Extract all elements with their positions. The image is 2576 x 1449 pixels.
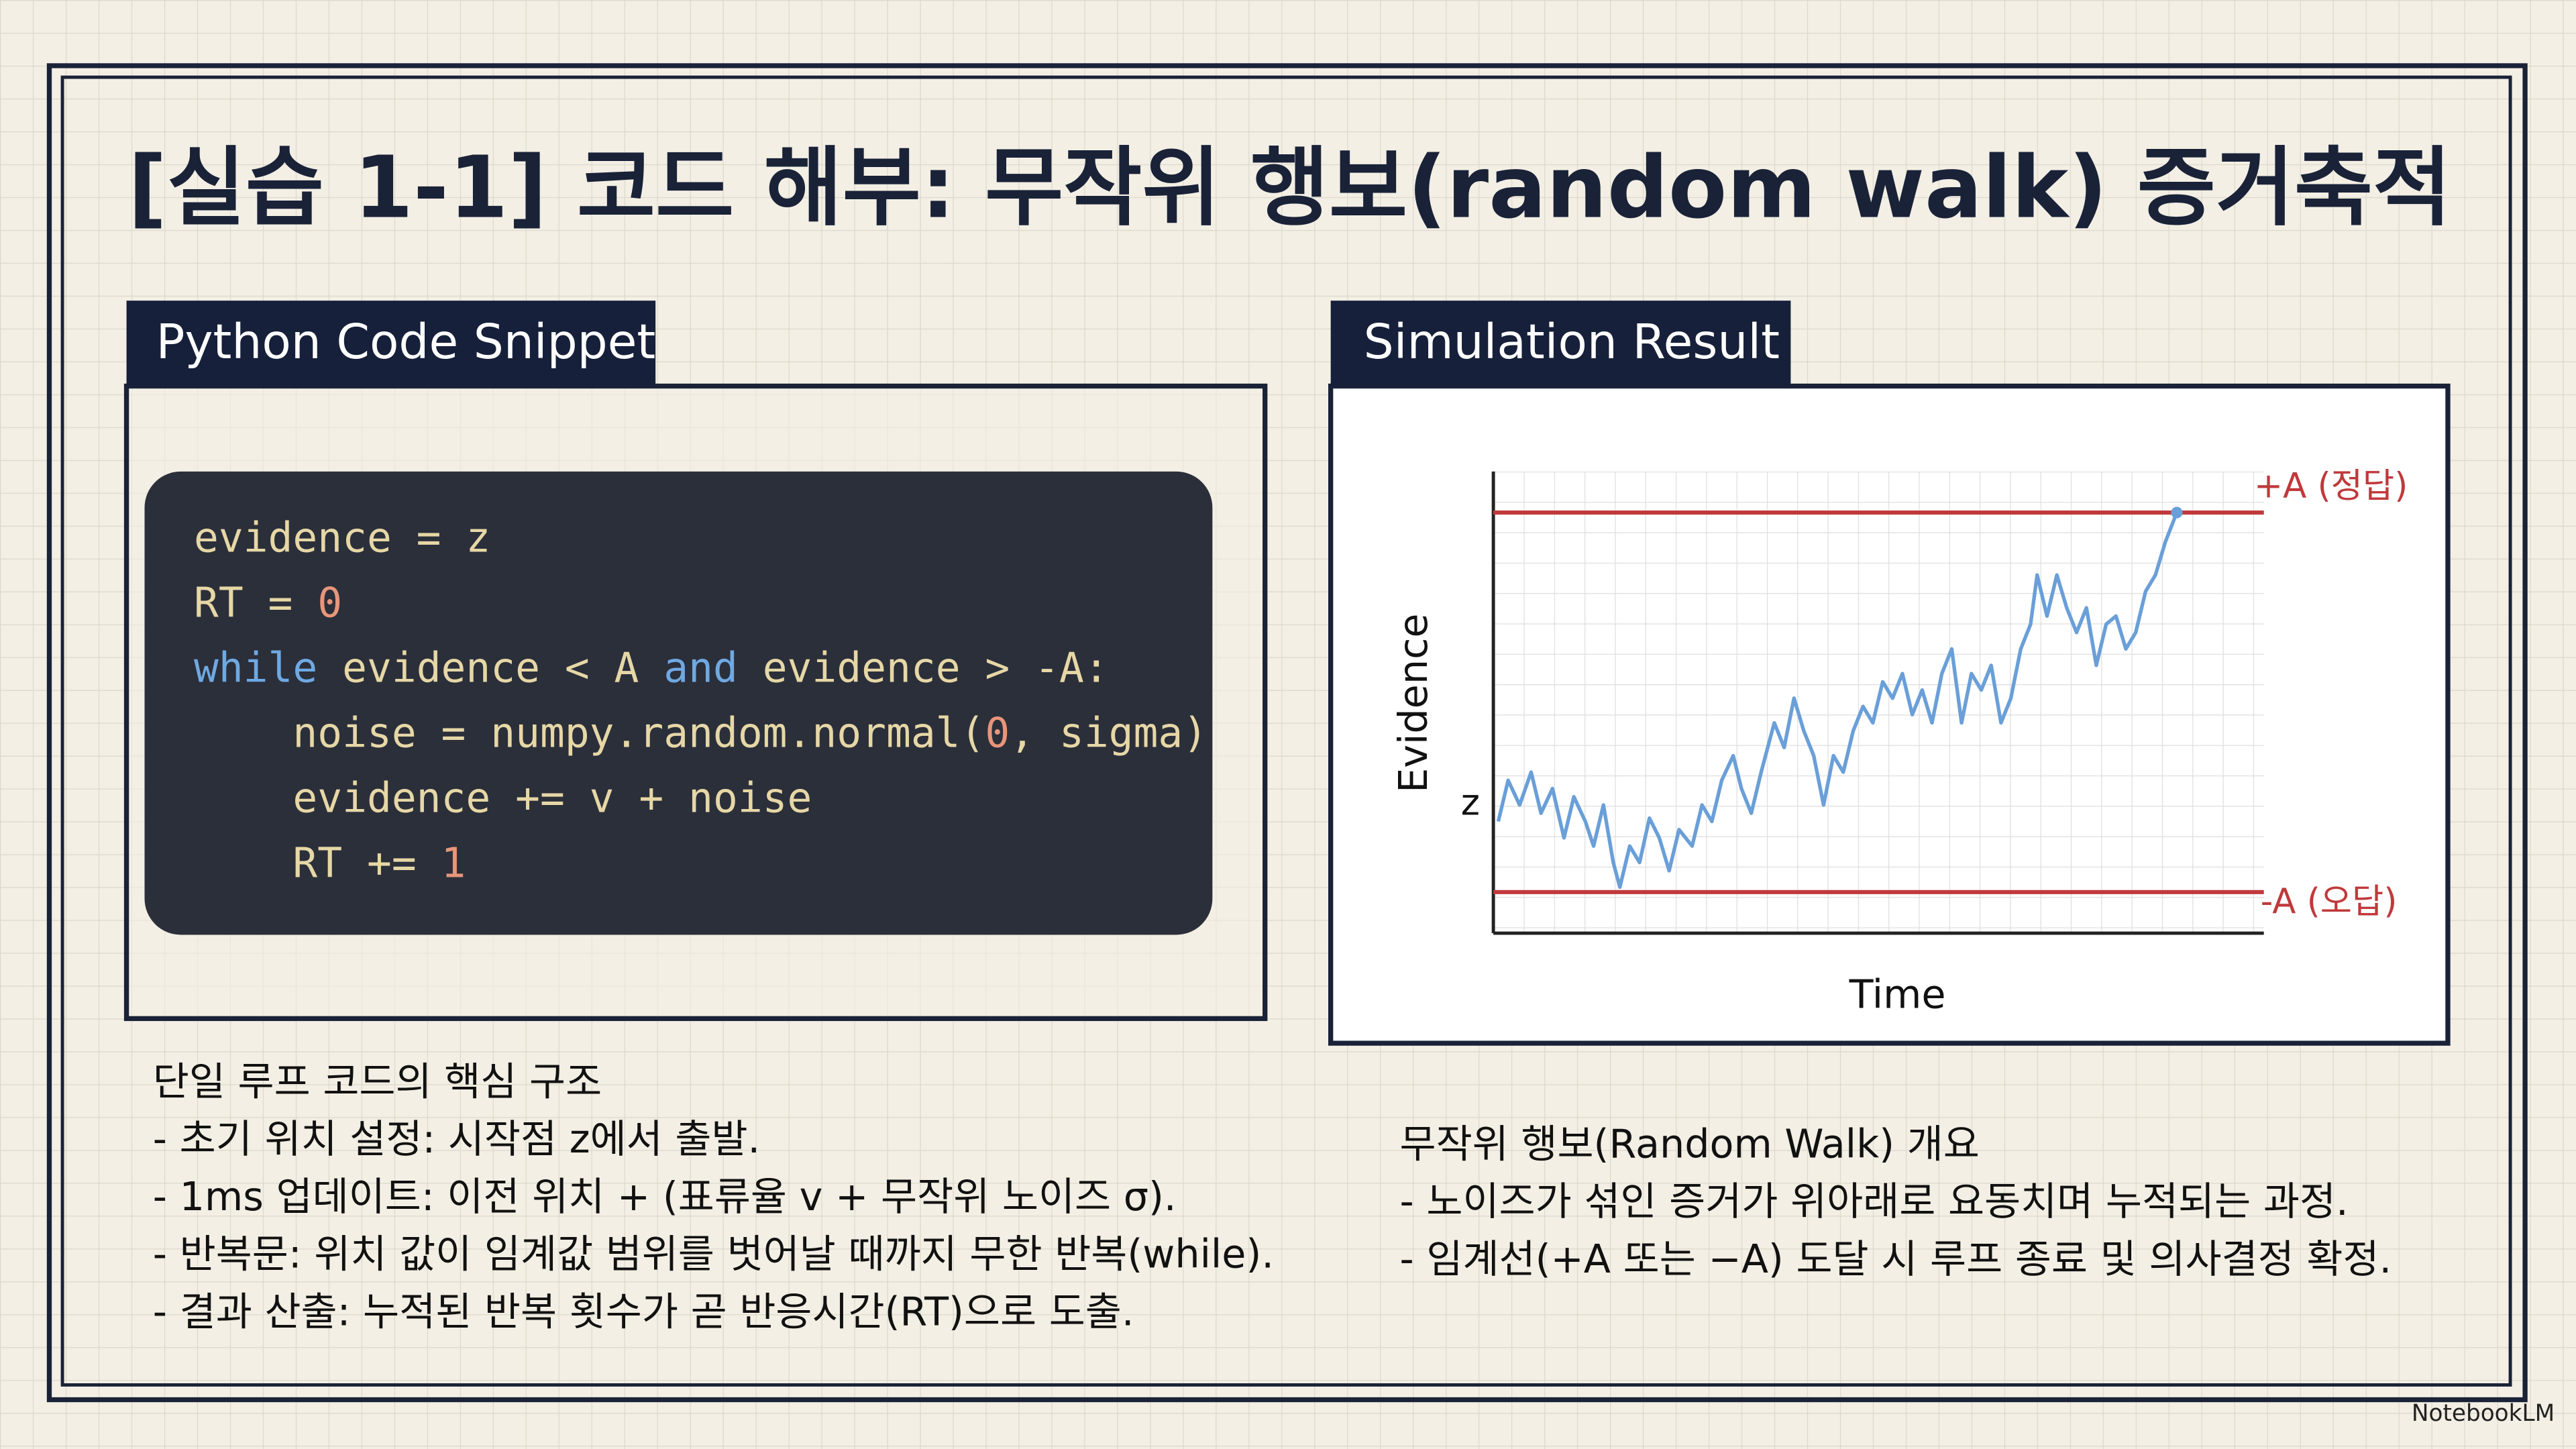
notes-item: - 임계선(+A 또는 −A) 도달 시 루프 종료 및 의사결정 확정. — [1400, 1236, 2392, 1282]
outer-border — [46, 63, 2528, 1403]
notes-item: - 결과 산출: 누적된 반복 횟수가 곧 반응시간(RT)으로 도출. — [153, 1288, 1134, 1334]
watermark: NotebookLM — [2412, 1400, 2555, 1427]
code-header-tab — [126, 301, 656, 386]
start-label: z — [1461, 782, 1480, 824]
random-walk — [1496, 512, 2179, 890]
notes-heading: 단일 루프 코드의 핵심 구조 — [153, 1058, 602, 1104]
code-line: while evidence < A and evidence > -A: — [194, 644, 1109, 692]
code-token: while — [194, 644, 317, 692]
upper-label: +A (정답) — [2254, 466, 2408, 506]
x-axis-label: Time — [1849, 971, 1946, 1018]
code-line: evidence = z — [194, 514, 490, 561]
code-line: RT += 1 — [194, 839, 466, 887]
code-token: 0 — [985, 709, 1010, 757]
notes-item: - 노이즈가 섞인 증거가 위아래로 요동치며 누적되는 과정. — [1400, 1178, 2349, 1224]
slide-title: [실습 1-1] 코드 해부: 무작위 행보(random walk) 증거축적 — [128, 139, 2452, 238]
sim-header: Simulation Result — [1364, 314, 1780, 370]
notes-item: - 초기 위치 설정: 시작점 z에서 출발. — [153, 1116, 760, 1162]
inner-border — [60, 75, 2512, 1387]
code-header: Python Code Snippet — [156, 314, 656, 370]
code-line: RT = 0 — [194, 579, 342, 627]
walk-end — [2171, 506, 2183, 519]
code-token: evidence < A — [317, 644, 663, 692]
code-token: evidence += v + noise — [194, 774, 812, 822]
code-token: noise = numpy.random.normal( — [194, 709, 985, 757]
code-box — [144, 471, 1213, 935]
code-token: , sigma) — [1010, 709, 1208, 757]
code-token: RT += — [194, 839, 441, 887]
code-token: RT = — [194, 579, 317, 627]
notes-item: - 1ms 업데이트: 이전 위치 + (표류율 v + 무작위 노이즈 σ). — [153, 1173, 1177, 1220]
y-axis-label: Evidence — [1390, 613, 1436, 792]
sim-header-tab — [1330, 301, 1791, 386]
code-token: 0 — [317, 579, 342, 627]
left-notes: 단일 루프 코드의 핵심 구조 - 초기 위치 설정: 시작점 z에서 출발. - … — [153, 1058, 1274, 1334]
notes-item: - 반복문: 위치 값이 임계값 범위를 벗어날 때까지 무한 반복(while… — [153, 1231, 1274, 1277]
code-token: 1 — [441, 839, 466, 887]
code-token: evidence > -A: — [738, 644, 1109, 692]
lower-label: -A (오답) — [2261, 881, 2398, 922]
notes-heading: 무작위 행보(Random Walk) 개요 — [1400, 1120, 1980, 1167]
code-token: evidence = z — [194, 514, 490, 561]
code-line: noise = numpy.random.normal(0, sigma) — [194, 709, 1208, 757]
code-line: evidence += v + noise — [194, 774, 812, 822]
right-notes: 무작위 행보(Random Walk) 개요 - 노이즈가 섞인 증거가 위아래로… — [1400, 1120, 2392, 1281]
code-token: and — [663, 644, 738, 692]
